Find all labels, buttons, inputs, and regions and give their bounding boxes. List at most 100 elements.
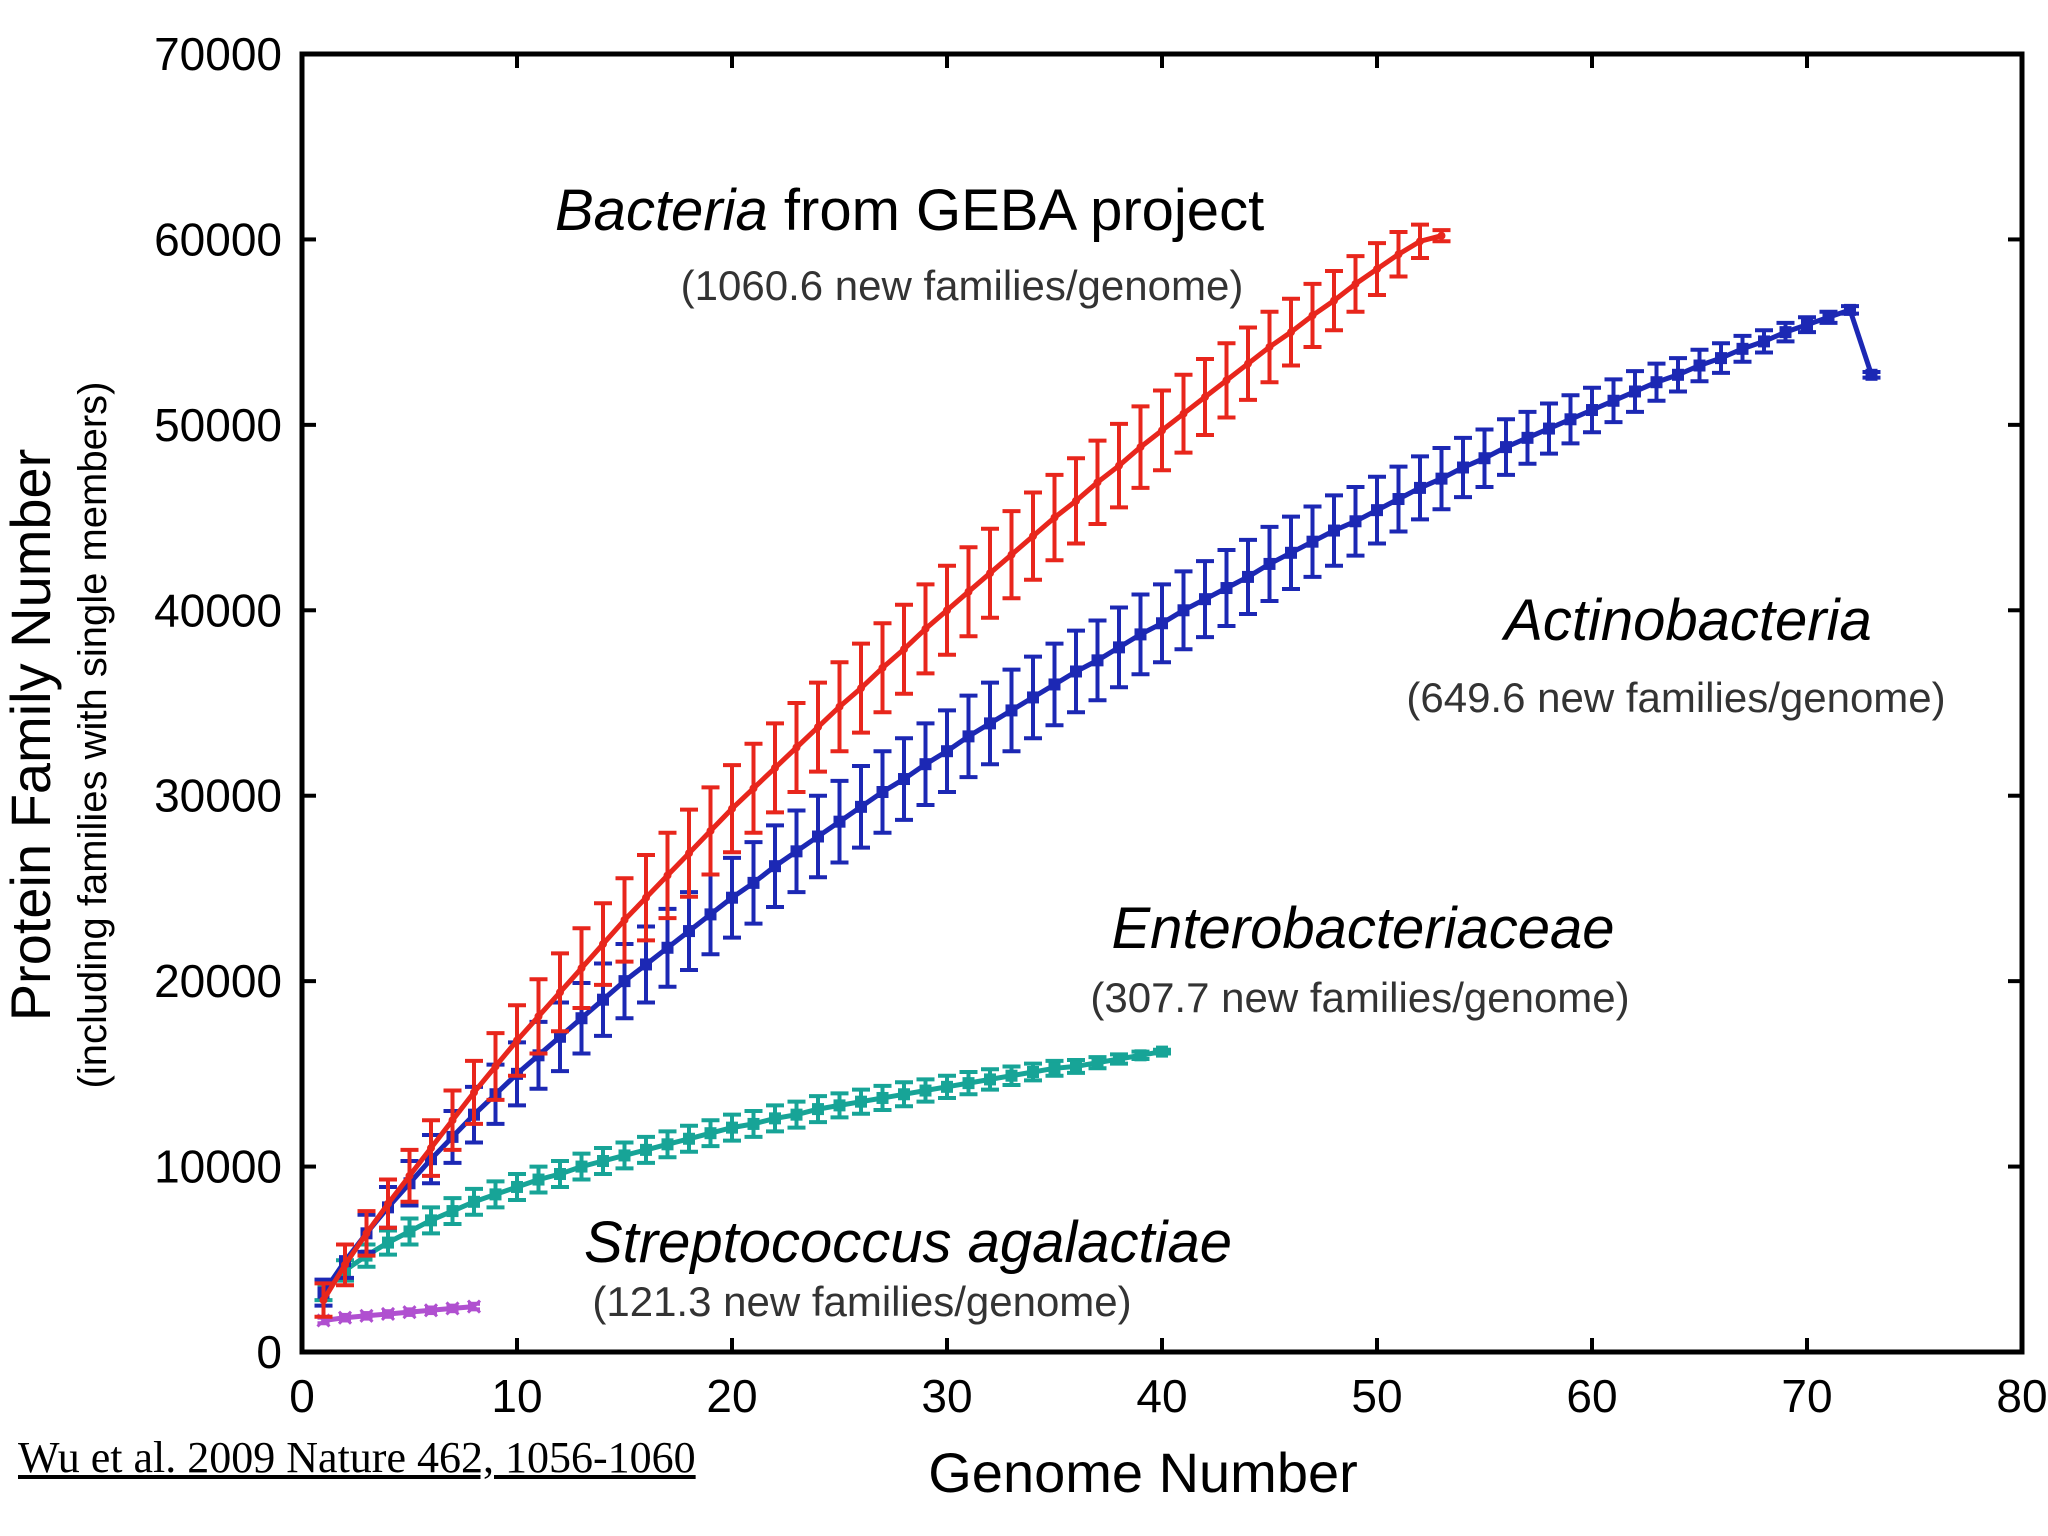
rate-label-streptococcus: (121.3 new families/genome)	[592, 1278, 1131, 1325]
data-point	[919, 1084, 932, 1097]
data-point	[1220, 582, 1233, 595]
data-point	[642, 893, 650, 902]
data-point	[1392, 493, 1405, 506]
series-label-bacteria: Bacteria from GEBA project	[555, 178, 1264, 243]
series-1	[314, 303, 1881, 1308]
data-point	[1156, 1045, 1168, 1058]
data-point	[1308, 311, 1317, 320]
data-point	[683, 1132, 695, 1145]
data-point	[1822, 311, 1835, 324]
data-point	[427, 1144, 435, 1153]
data-point	[1113, 641, 1125, 654]
x-tick-label: 20	[706, 1370, 757, 1422]
series-layer	[314, 222, 1881, 1328]
data-point	[1263, 557, 1276, 570]
data-point	[661, 1138, 674, 1151]
data-point	[384, 1199, 392, 1208]
data-point	[1201, 393, 1209, 402]
data-point	[446, 1205, 459, 1218]
data-point	[1435, 472, 1448, 485]
data-point	[984, 1073, 996, 1086]
data-point	[337, 1310, 353, 1325]
data-point	[921, 624, 930, 633]
data-point	[790, 1108, 803, 1121]
data-point	[812, 1103, 824, 1116]
data-point	[1564, 413, 1577, 426]
data-point	[1222, 376, 1231, 385]
data-point	[1328, 524, 1340, 537]
data-point	[1199, 593, 1211, 606]
data-point	[683, 925, 695, 938]
data-point	[1586, 404, 1598, 417]
data-point	[1070, 1060, 1082, 1073]
data-point	[620, 915, 629, 924]
data-point	[728, 804, 736, 813]
data-point	[1027, 691, 1039, 704]
data-point	[511, 1180, 523, 1193]
data-point	[726, 891, 738, 904]
y-axis-subtitle: (including families with single members)	[71, 382, 115, 1089]
data-point	[812, 830, 824, 843]
data-point	[1373, 265, 1381, 274]
series-label-actinobacteria: Actinobacteria	[1501, 588, 1872, 653]
data-point	[319, 1296, 328, 1305]
y-tick-label: 40000	[154, 584, 282, 636]
data-point	[618, 1149, 631, 1162]
data-point	[876, 1091, 889, 1104]
data-point	[1715, 352, 1727, 365]
data-point	[1287, 328, 1295, 337]
data-point	[513, 1036, 521, 1045]
data-point	[554, 1167, 566, 1180]
data-point	[790, 845, 803, 858]
y-tick-label: 70000	[154, 28, 282, 80]
data-point	[747, 1117, 760, 1130]
data-point	[382, 1236, 394, 1249]
data-point	[1177, 604, 1190, 617]
data-point	[919, 758, 932, 771]
data-point	[402, 1305, 417, 1320]
data-point	[1371, 504, 1383, 517]
data-point	[534, 1012, 543, 1021]
data-point	[855, 800, 867, 813]
y-tick-label: 0	[256, 1326, 282, 1378]
data-point	[1072, 496, 1080, 505]
data-point	[556, 988, 564, 997]
data-point	[1158, 426, 1166, 435]
data-point	[1005, 1069, 1018, 1082]
data-point	[1779, 326, 1792, 339]
data-point	[425, 1214, 437, 1227]
data-point	[769, 1112, 781, 1125]
citation-link[interactable]: Wu et al. 2009 Nature 462, 1056-1060	[18, 1433, 696, 1482]
data-point	[1351, 279, 1360, 288]
y-tick-label: 10000	[154, 1141, 282, 1193]
data-point	[769, 860, 781, 873]
series-0	[314, 222, 1451, 1319]
data-point	[466, 1299, 482, 1314]
data-point	[962, 730, 975, 743]
data-point	[1416, 237, 1424, 246]
rate-label-enterobacteriaceae: (307.7 new families/genome)	[1090, 974, 1629, 1021]
data-point	[575, 1160, 588, 1173]
data-point	[1005, 704, 1018, 717]
data-point	[380, 1306, 396, 1322]
annotations: Protein Family Number (including familie…	[0, 178, 1946, 1504]
data-point	[898, 1088, 910, 1101]
data-point	[359, 1308, 374, 1323]
data-point	[1629, 385, 1641, 398]
data-point	[1027, 1066, 1039, 1079]
series-label-enterobacteriaceae: Enterobacteriaceae	[1112, 896, 1615, 961]
data-point	[1007, 550, 1016, 559]
data-point	[1736, 342, 1749, 355]
data-point	[900, 645, 908, 654]
data-point	[1500, 441, 1512, 454]
data-point	[532, 1173, 545, 1186]
data-point	[771, 763, 779, 772]
data-point	[898, 773, 910, 786]
data-point	[964, 587, 973, 596]
data-point	[1394, 250, 1403, 259]
data-point	[1478, 452, 1491, 465]
axes: 0 10 20 30 40 50 60 70 80 0 10000 20000 30000 40000 50…	[154, 28, 2048, 1422]
data-point	[597, 1155, 609, 1168]
data-point	[1091, 654, 1104, 667]
